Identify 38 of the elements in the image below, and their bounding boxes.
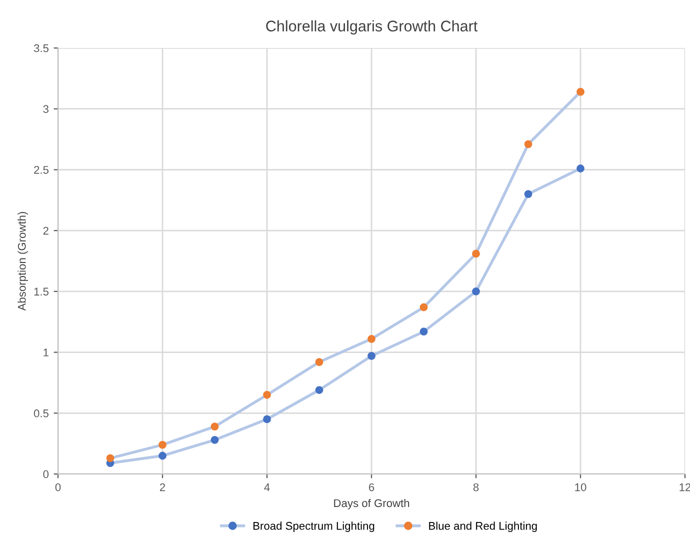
- point: [368, 334, 376, 343]
- point: [263, 415, 271, 424]
- y-tick-label: 2.5: [34, 166, 49, 174]
- point: [420, 303, 428, 312]
- legend-label: Blue and Red Lighting: [429, 522, 537, 532]
- point: [315, 386, 324, 394]
- point: [420, 328, 428, 336]
- x-tick-label: 6: [368, 483, 374, 492]
- y-tick-label: 2: [43, 226, 48, 235]
- x-tick-label: 8: [473, 483, 479, 492]
- y-tick-label: 0.5: [34, 409, 49, 418]
- y-tick-label: 0: [43, 470, 49, 478]
- x-tick-label: 10: [575, 483, 586, 492]
- y-axis-title: Absorption (Growth): [18, 212, 28, 311]
- legend-label: Broad Spectrum Lighting: [253, 522, 374, 532]
- point: [158, 440, 166, 449]
- point: [158, 452, 166, 460]
- point: [524, 190, 532, 198]
- point: [472, 287, 480, 296]
- point: [315, 358, 324, 366]
- chart-title: Chlorella vulgaris Growth Chart: [266, 20, 478, 35]
- point: [106, 454, 114, 462]
- point: [210, 422, 219, 430]
- y-tick-label: 1.5: [34, 288, 49, 296]
- x-tick-label: 0: [55, 483, 61, 492]
- x-axis-title: Days of Growth: [334, 498, 410, 510]
- y-tick-label: 3.5: [34, 44, 49, 52]
- point: [263, 390, 271, 399]
- point: [576, 88, 584, 96]
- point: [576, 164, 584, 172]
- point: [524, 140, 532, 148]
- y-tick-label: 1: [44, 348, 48, 356]
- point: [472, 250, 480, 258]
- y-tick-label: 3: [43, 105, 48, 113]
- point: [210, 436, 219, 444]
- x-tick-label: 2: [160, 483, 166, 492]
- x-tick-label: 4: [264, 483, 270, 492]
- point: [368, 352, 376, 360]
